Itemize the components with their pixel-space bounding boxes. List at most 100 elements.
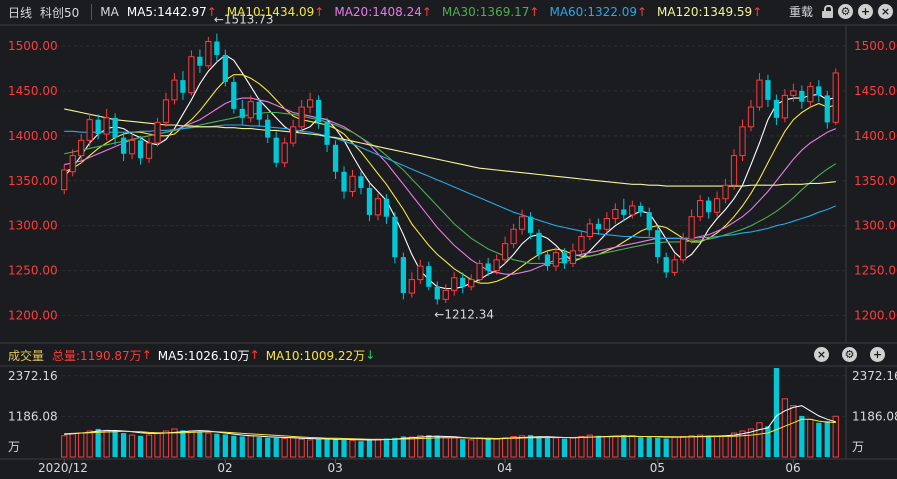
volume-bar xyxy=(86,430,93,458)
close-icon[interactable]: × xyxy=(814,347,829,362)
candle-body xyxy=(103,117,110,135)
volume-bar xyxy=(722,435,729,458)
candle-body xyxy=(358,176,364,188)
volume-bar xyxy=(468,439,475,458)
volume-bar xyxy=(239,436,245,457)
candle xyxy=(78,134,85,163)
settings-icon[interactable]: ⚙ xyxy=(838,4,853,19)
candle-body xyxy=(485,263,491,271)
volume-bar xyxy=(552,437,560,458)
settings-icon[interactable]: ⚙ xyxy=(842,347,857,362)
candle-body xyxy=(137,140,144,159)
volume-bar xyxy=(730,432,738,458)
candle-body xyxy=(366,187,373,215)
candle xyxy=(696,195,704,222)
candle xyxy=(374,193,382,221)
candle xyxy=(61,164,68,195)
candle-body xyxy=(214,41,220,55)
volume-bar xyxy=(374,438,382,458)
candle xyxy=(799,85,805,109)
candle xyxy=(765,74,771,108)
candle xyxy=(306,92,314,114)
volume-bar xyxy=(180,430,186,457)
candle-body xyxy=(374,198,382,216)
candle-body xyxy=(713,198,721,213)
candle-body xyxy=(705,200,712,213)
volume-bar xyxy=(756,422,763,458)
y-tick-label: 1250.00 xyxy=(854,264,897,278)
candle xyxy=(671,254,678,276)
volume-bar xyxy=(188,430,195,458)
volume-bar xyxy=(408,436,415,458)
candle-body xyxy=(112,117,118,138)
candle xyxy=(256,98,262,127)
candle-body xyxy=(518,216,526,230)
volume-bar xyxy=(154,432,161,458)
candle xyxy=(807,81,814,108)
volume-bar xyxy=(629,435,636,458)
candle-body xyxy=(824,95,830,123)
candle xyxy=(544,250,551,271)
candle-body xyxy=(688,216,695,240)
candle-body xyxy=(188,56,195,94)
volume-bar xyxy=(358,441,364,457)
price-grid xyxy=(0,24,897,460)
indicator-name[interactable]: MA xyxy=(100,5,119,19)
candle-body xyxy=(78,139,85,157)
volume-bar xyxy=(256,437,262,457)
extreme-label: ←1212.34 xyxy=(434,307,494,321)
candle xyxy=(816,80,822,102)
y-tick-label: 1400.00 xyxy=(8,129,58,143)
volume-bar xyxy=(417,435,424,458)
ma-line-ma10 xyxy=(63,74,836,284)
candle xyxy=(222,49,228,87)
x-tick-label: 06 xyxy=(785,461,800,475)
volume-bar xyxy=(536,436,542,457)
candle xyxy=(680,232,687,264)
candle xyxy=(426,261,432,291)
period-label[interactable]: 日线 xyxy=(8,5,33,20)
candle xyxy=(349,169,356,197)
candle-body xyxy=(281,142,288,164)
candle xyxy=(561,248,568,269)
volume-bar xyxy=(247,435,254,458)
volume-title[interactable]: 成交量 xyxy=(8,348,45,363)
candle-body xyxy=(696,200,704,218)
x-tick-label: 03 xyxy=(328,461,343,475)
volume-bar xyxy=(739,430,746,458)
volume-bars[interactable] xyxy=(61,368,839,458)
candle xyxy=(145,137,153,163)
candle-body xyxy=(341,171,347,192)
candle-body xyxy=(501,243,509,261)
volume-bar xyxy=(510,435,517,458)
reset-button[interactable]: 重载 xyxy=(788,5,813,19)
y-tick-label: 1250.00 xyxy=(8,264,58,278)
zoom-in-icon[interactable]: + xyxy=(858,4,873,19)
zoom-in-icon[interactable]: + xyxy=(870,347,885,362)
volume-bar xyxy=(578,435,585,458)
candle-body xyxy=(476,262,483,281)
close-icon[interactable]: × xyxy=(878,4,893,19)
volume-bar xyxy=(485,438,491,457)
candle xyxy=(595,218,601,235)
ma-line-ma20 xyxy=(64,97,837,275)
volume-bar xyxy=(332,439,339,457)
candle xyxy=(315,95,322,129)
candle-body xyxy=(383,198,390,217)
candle-body xyxy=(773,99,780,118)
lock-icon[interactable] xyxy=(822,5,833,18)
volume-bar xyxy=(781,398,789,458)
candle xyxy=(756,72,763,111)
candles[interactable] xyxy=(61,33,839,305)
volume-bar xyxy=(790,405,797,458)
candle xyxy=(730,149,738,190)
arrow-up-icon: ↑ xyxy=(249,348,260,362)
arrow-down-icon: ↓ xyxy=(365,348,376,362)
volume-bar xyxy=(205,432,212,458)
volume-bar xyxy=(273,437,279,457)
volume-bar xyxy=(112,430,118,457)
candle-body xyxy=(832,72,839,123)
candle xyxy=(112,113,118,145)
candle-body xyxy=(680,238,687,261)
